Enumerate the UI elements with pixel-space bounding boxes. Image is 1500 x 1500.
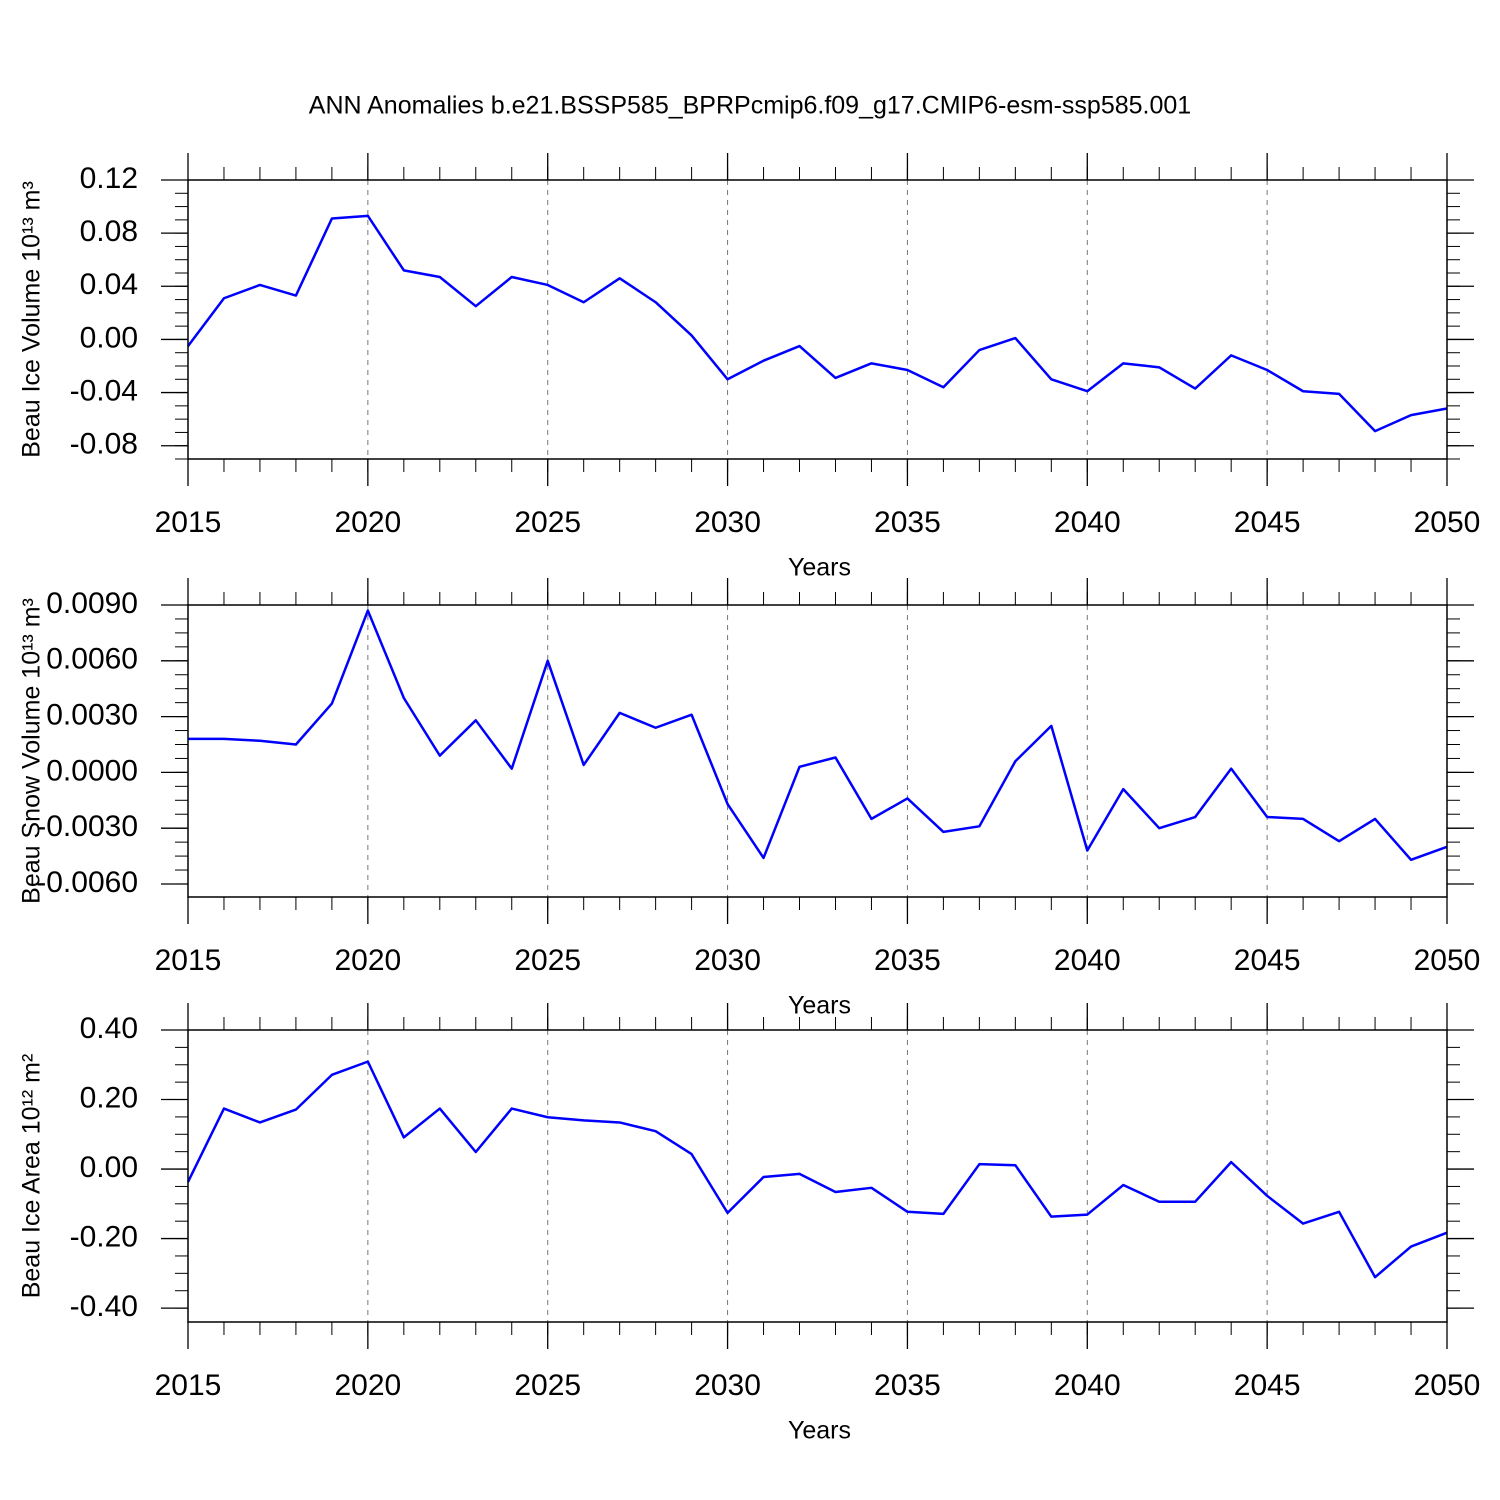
y-axis-label: Beau Snow Volume 10¹³ m³: [18, 598, 46, 904]
y-tick-label: 0.20: [80, 1081, 138, 1114]
y-tick-label: -0.08: [70, 428, 138, 461]
x-axis-label: Years: [788, 992, 851, 1020]
plot-frame: [187, 1029, 1448, 1323]
x-tick-label: 2025: [514, 944, 581, 977]
plot-frame: [187, 179, 1448, 460]
x-tick-label: 2025: [514, 1369, 581, 1402]
x-tick-label: 2020: [334, 944, 401, 977]
x-tick-label: 2040: [1054, 944, 1121, 977]
x-tick-label: 2030: [694, 506, 761, 539]
y-tick-label: 0.08: [80, 215, 138, 248]
y-tick-label: 0.00: [80, 1151, 138, 1184]
x-tick-label: 2050: [1414, 944, 1481, 977]
y-tick-label: 0.0000: [46, 754, 138, 787]
x-tick-label: 2025: [514, 506, 581, 539]
x-tick-label: 2015: [155, 506, 222, 539]
y-tick-label: 0.00: [80, 321, 138, 354]
x-tick-label: 2035: [874, 944, 941, 977]
x-tick-label: 2045: [1234, 1369, 1301, 1402]
y-axis-label: Beau Ice Volume 10¹³ m³: [18, 181, 46, 458]
x-tick-label: 2040: [1054, 1369, 1121, 1402]
x-tick-label: 2045: [1234, 506, 1301, 539]
x-tick-label: 2015: [155, 1369, 222, 1402]
y-tick-label: -0.0030: [36, 810, 138, 843]
x-axis-label: Years: [788, 554, 851, 582]
y-axis-label: Beau Ice Area 10¹² m²: [18, 1054, 46, 1299]
plot-frame: [187, 604, 1448, 898]
data-line: [186, 1060, 1448, 1279]
y-tick-label: 0.0060: [46, 643, 138, 676]
x-tick-label: 2020: [334, 1369, 401, 1402]
data-line: [188, 609, 1448, 862]
x-tick-label: 2050: [1414, 506, 1481, 539]
y-tick-label: 0.40: [80, 1012, 138, 1045]
x-tick-label: 2040: [1054, 506, 1121, 539]
x-tick-label: 2045: [1234, 944, 1301, 977]
y-tick-label: -0.20: [70, 1220, 138, 1253]
y-tick-label: -0.04: [70, 374, 138, 407]
x-tick-label: 2035: [874, 1369, 941, 1402]
y-tick-label: -0.0060: [36, 866, 138, 899]
y-tick-label: -0.40: [70, 1290, 138, 1323]
y-tick-label: 0.0030: [46, 699, 138, 732]
x-tick-label: 2030: [694, 1369, 761, 1402]
x-tick-label: 2020: [334, 506, 401, 539]
y-tick-label: 0.12: [80, 162, 138, 195]
x-tick-label: 2035: [874, 506, 941, 539]
data-line: [187, 214, 1448, 433]
chart-title: ANN Anomalies b.e21.BSSP585_BPRPcmip6.f0…: [309, 92, 1191, 120]
y-tick-label: 0.04: [80, 268, 138, 301]
x-axis-label: Years: [788, 1417, 851, 1445]
x-tick-label: 2050: [1414, 1369, 1481, 1402]
x-tick-label: 2015: [155, 944, 222, 977]
y-tick-label: 0.0090: [46, 587, 138, 620]
x-tick-label: 2030: [694, 944, 761, 977]
